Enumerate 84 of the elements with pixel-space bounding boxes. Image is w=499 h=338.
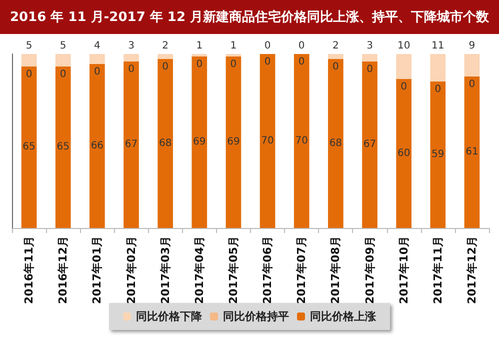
bar bbox=[55, 54, 71, 66]
data-label: 0 bbox=[94, 66, 100, 78]
x-tick-label: 2017年09月 bbox=[363, 236, 376, 304]
bar bbox=[328, 54, 344, 59]
x-tick-label: 2017年11月 bbox=[431, 236, 444, 304]
data-label: 61 bbox=[466, 146, 478, 158]
data-label: 65 bbox=[56, 142, 70, 153]
data-label: 11 bbox=[432, 40, 444, 52]
data-label: 0 bbox=[298, 40, 305, 52]
legend-label: 同比价格持平 bbox=[223, 310, 289, 323]
bar bbox=[21, 54, 37, 66]
data-label: 70 bbox=[295, 136, 308, 146]
bar bbox=[396, 54, 412, 79]
x-tick-label: 2016年11月 bbox=[22, 236, 36, 304]
x-tick-label: 2017年12月 bbox=[465, 236, 478, 304]
x-tick-label: 2016年12月 bbox=[56, 236, 70, 304]
data-label: 67 bbox=[124, 139, 138, 150]
bar bbox=[328, 58, 344, 228]
data-label: 0 bbox=[230, 58, 237, 70]
data-label: 60 bbox=[397, 148, 410, 159]
data-label: 68 bbox=[329, 138, 342, 149]
bar bbox=[90, 54, 105, 64]
data-label: 0 bbox=[196, 58, 203, 70]
bar bbox=[90, 64, 105, 228]
data-label: 69 bbox=[193, 136, 206, 148]
x-tick-label: 2017年04月 bbox=[192, 236, 206, 304]
x-tick-label: 2017年01月 bbox=[90, 236, 104, 304]
data-label: 0 bbox=[400, 81, 408, 92]
bar bbox=[430, 54, 446, 82]
bar bbox=[158, 58, 173, 228]
data-label: 5 bbox=[26, 40, 32, 52]
data-label: 2 bbox=[332, 40, 339, 52]
data-label: 68 bbox=[158, 138, 172, 149]
bar bbox=[294, 54, 310, 228]
bar bbox=[192, 56, 208, 228]
bar bbox=[260, 54, 276, 228]
data-label: 0 bbox=[332, 61, 339, 72]
data-label: 3 bbox=[366, 40, 373, 52]
legend-label: 同比价格上涨 bbox=[310, 310, 377, 323]
data-label: 5 bbox=[60, 40, 66, 52]
data-label: 66 bbox=[90, 140, 104, 152]
data-label: 0 bbox=[60, 68, 66, 80]
bar bbox=[396, 78, 412, 228]
data-label: 0 bbox=[298, 56, 305, 68]
data-label: 0 bbox=[26, 68, 32, 80]
data-label: 70 bbox=[261, 136, 274, 146]
x-tick-label: 2017年08月 bbox=[329, 236, 342, 304]
bar bbox=[158, 54, 173, 59]
data-label: 0 bbox=[264, 40, 271, 52]
data-label: 2 bbox=[162, 40, 169, 52]
x-tick-label: 2017年02月 bbox=[124, 236, 138, 304]
x-tick-label: 2017年10月 bbox=[397, 236, 410, 304]
x-tick-label: 2017年07月 bbox=[295, 236, 308, 304]
data-label: 0 bbox=[128, 64, 134, 75]
data-label: 67 bbox=[363, 139, 376, 150]
data-label: 10 bbox=[397, 40, 410, 52]
bar bbox=[124, 54, 139, 62]
x-tick-label: 2017年03月 bbox=[158, 236, 172, 304]
x-tick-label: 2017年06月 bbox=[261, 236, 274, 304]
legend-label: 同比价格下降 bbox=[136, 310, 203, 323]
chart-title: 2016 年 11 月-2017 年 12 月新建商品住宅价格同比上涨、持平、下降城市个数 bbox=[0, 0, 499, 34]
data-label: 65 bbox=[22, 142, 36, 153]
bar bbox=[464, 76, 480, 228]
bar bbox=[226, 56, 242, 228]
data-label: 69 bbox=[227, 136, 240, 148]
data-label: 1 bbox=[230, 40, 237, 52]
bar bbox=[55, 66, 71, 228]
bar bbox=[21, 66, 37, 228]
bar bbox=[362, 54, 378, 62]
data-label: 0 bbox=[468, 78, 476, 90]
bar bbox=[430, 81, 446, 228]
bar bbox=[464, 54, 480, 76]
data-label: 59 bbox=[432, 149, 444, 160]
data-label: 1 bbox=[196, 40, 203, 52]
data-label: 4 bbox=[94, 40, 100, 52]
data-label: 0 bbox=[434, 84, 442, 95]
data-label: 0 bbox=[264, 56, 271, 68]
data-label: 0 bbox=[162, 61, 169, 72]
data-label: 3 bbox=[128, 40, 134, 52]
bar bbox=[362, 61, 378, 228]
bar bbox=[124, 61, 139, 228]
x-tick-label: 2017年05月 bbox=[226, 236, 240, 304]
data-label: 9 bbox=[468, 40, 476, 52]
data-label: 0 bbox=[366, 64, 373, 75]
